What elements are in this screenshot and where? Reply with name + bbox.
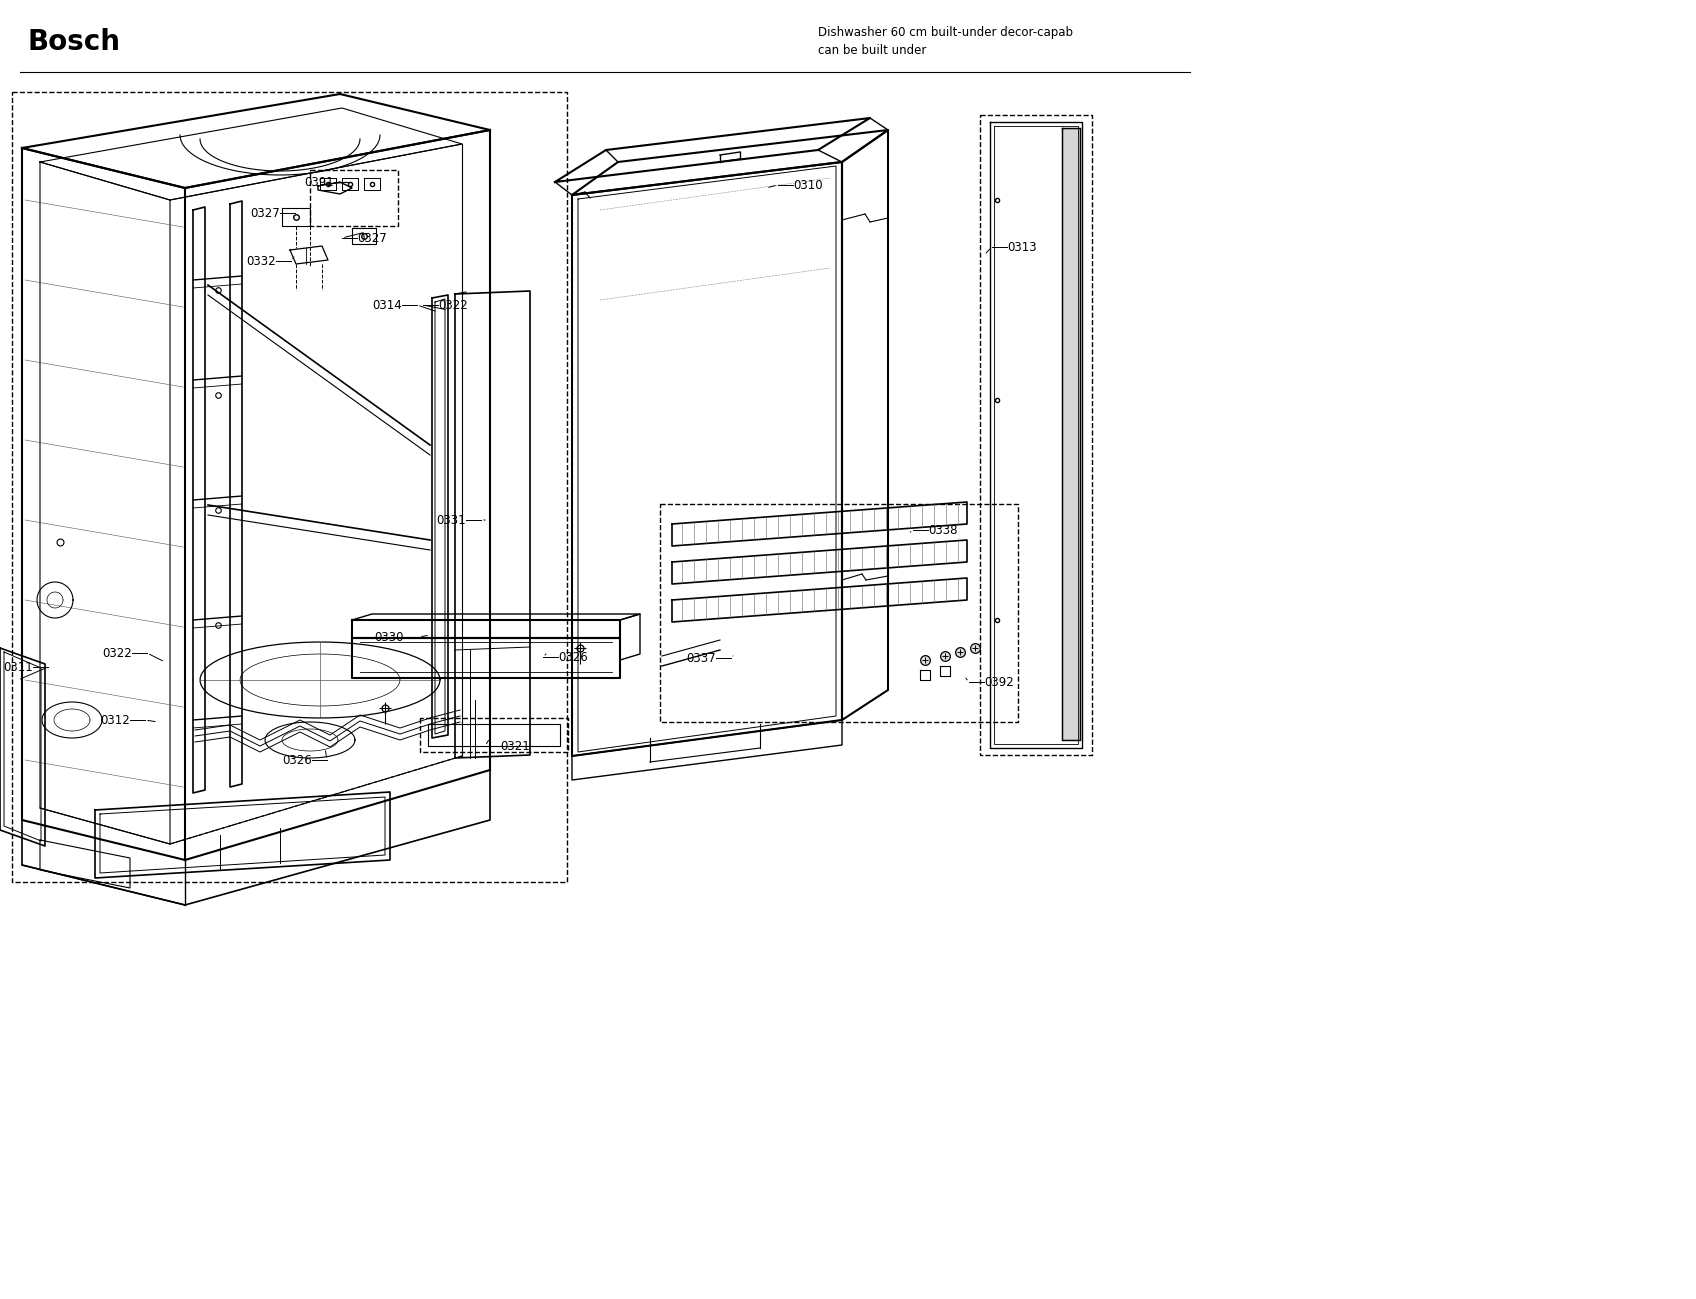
Text: 0312: 0312 <box>100 713 131 726</box>
Text: 0326: 0326 <box>558 651 589 664</box>
Text: 0330: 0330 <box>375 630 404 643</box>
Text: 0338: 0338 <box>928 523 958 536</box>
Text: 0327: 0327 <box>251 207 280 220</box>
Text: Dishwasher 60 cm built-under decor-capab: Dishwasher 60 cm built-under decor-capab <box>817 26 1074 39</box>
Text: 0392: 0392 <box>984 675 1014 688</box>
Text: 0327: 0327 <box>356 231 387 244</box>
Text: 0313: 0313 <box>1007 240 1036 253</box>
Text: 0310: 0310 <box>794 178 823 191</box>
Text: 0314: 0314 <box>371 299 402 312</box>
Text: 0322: 0322 <box>102 647 132 660</box>
Text: 0322: 0322 <box>438 299 468 312</box>
Polygon shape <box>1063 129 1079 739</box>
Text: 0332: 0332 <box>246 255 276 268</box>
Text: 0311: 0311 <box>3 660 32 673</box>
Text: 0321: 0321 <box>500 739 529 752</box>
Text: 0337: 0337 <box>687 652 716 665</box>
Text: can be built under: can be built under <box>817 43 926 56</box>
Text: 0331: 0331 <box>436 513 466 526</box>
Text: Bosch: Bosch <box>29 29 120 56</box>
Text: 0326: 0326 <box>282 753 312 766</box>
Text: 0391: 0391 <box>304 175 334 188</box>
